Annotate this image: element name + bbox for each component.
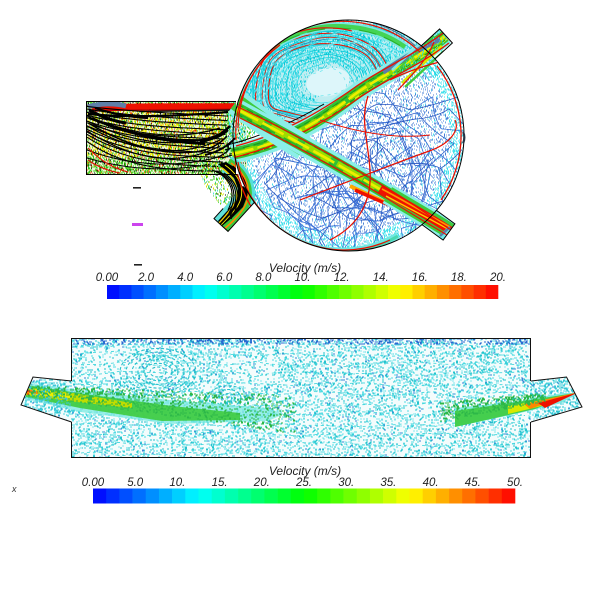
svg-text:35.: 35. [380, 477, 396, 489]
svg-text:12.: 12. [334, 272, 350, 284]
svg-text:20.: 20. [253, 477, 270, 489]
svg-text:2.0: 2.0 [137, 272, 155, 284]
svg-text:15.: 15. [212, 477, 228, 489]
svg-text:Velocity (m/s): Velocity (m/s) [269, 261, 341, 275]
svg-text:10.: 10. [295, 272, 311, 284]
svg-text:30.: 30. [338, 477, 354, 489]
svg-text:5.0: 5.0 [127, 477, 144, 489]
svg-text:0.00: 0.00 [82, 477, 105, 489]
svg-text:40.: 40. [423, 477, 439, 489]
svg-text:14.: 14. [373, 272, 389, 284]
svg-text:10.: 10. [169, 477, 185, 489]
svg-text:45.: 45. [465, 477, 481, 489]
svg-text:18.: 18. [451, 272, 467, 284]
svg-text:6.0: 6.0 [216, 272, 233, 284]
svg-text:8.0: 8.0 [255, 272, 272, 284]
svg-text:16.: 16. [412, 272, 428, 284]
svg-text:Velocity (m/s): Velocity (m/s) [269, 464, 341, 478]
svg-text:50.: 50. [507, 477, 523, 489]
svg-text:25.: 25. [295, 477, 312, 489]
svg-text:0.00: 0.00 [96, 272, 119, 284]
svg-text:4.0: 4.0 [177, 272, 194, 284]
svg-text:x: x [11, 484, 17, 494]
svg-text:20.: 20. [489, 272, 506, 284]
